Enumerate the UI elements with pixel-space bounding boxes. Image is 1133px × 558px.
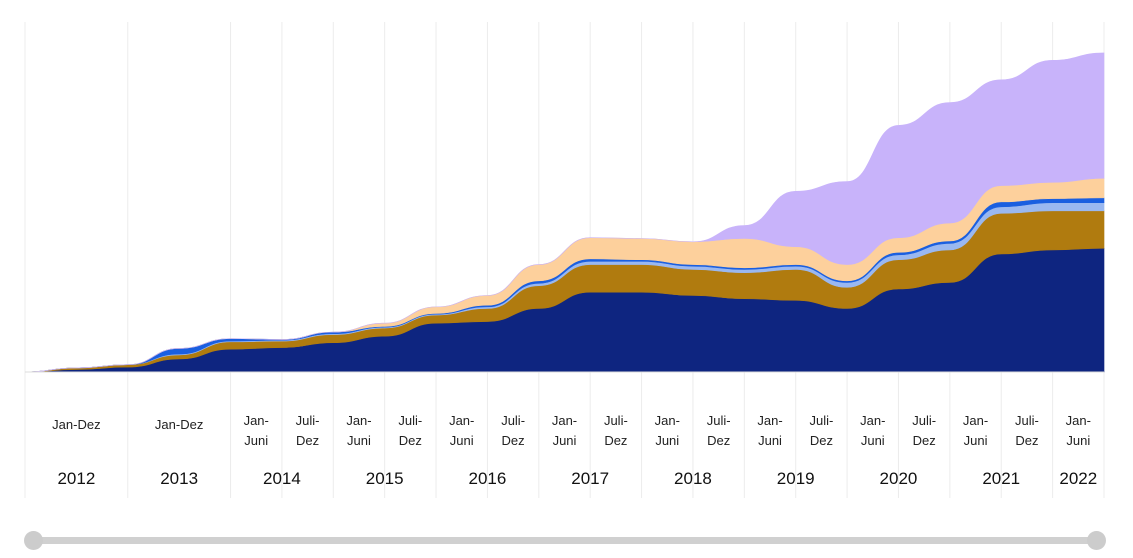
period-label-line1: Juli- <box>707 413 731 428</box>
period-label-line1: Juli- <box>1015 413 1039 428</box>
year-label: 2012 <box>57 469 95 488</box>
period-label-line1: Jan- <box>244 413 269 428</box>
period-label-line2: Juni <box>861 433 885 448</box>
period-label-line1: Jan- <box>757 413 782 428</box>
stacked-area-chart: Jan-Dez Jan-Dez Jan-JuniJuli-DezJan-JuniJu… <box>24 22 1105 498</box>
time-range-slider[interactable] <box>24 530 1106 552</box>
year-label: 2017 <box>571 469 609 488</box>
x-axis-labels: Jan-Dez Jan-Dez Jan-JuniJuli-DezJan-JuniJu… <box>52 413 1097 488</box>
period-label-line1: Juli- <box>501 413 525 428</box>
period-label-line2: Juni <box>758 433 782 448</box>
period-label-line2: Juni <box>655 433 679 448</box>
period-label-line2: Dez <box>1015 433 1038 448</box>
year-label: 2015 <box>366 469 404 488</box>
period-label-line1: Jan- <box>449 413 474 428</box>
area-series-6 <box>24 52 1105 373</box>
period-label-line1: Juli- <box>296 413 320 428</box>
period-label-line2: Juni <box>244 433 268 448</box>
slider-handle-end[interactable] <box>1087 531 1106 550</box>
period-label-line2: Dez <box>707 433 730 448</box>
period-label-line2: Dez <box>810 433 833 448</box>
year-label: 2013 <box>160 469 198 488</box>
period-label-line1: Jan- <box>655 413 680 428</box>
period-label-line2: Juni <box>450 433 474 448</box>
year-label: 2014 <box>263 469 301 488</box>
period-label-line2: Juni <box>964 433 988 448</box>
slider-handle-start[interactable] <box>24 531 43 550</box>
period-label-line1: Juli- <box>809 413 833 428</box>
period-label-line1: Jan- <box>552 413 577 428</box>
period-label-line1: Jan- <box>1066 413 1091 428</box>
period-label-line1: Jan- <box>860 413 885 428</box>
period-label-line1: Juli- <box>912 413 936 428</box>
year-label: 2016 <box>469 469 507 488</box>
period-label-line2: Dez <box>604 433 627 448</box>
area-series-group <box>24 52 1105 373</box>
period-label-line2: Dez <box>502 433 525 448</box>
period-label-line1: Jan- <box>346 413 371 428</box>
period-label-line2: Juni <box>1066 433 1090 448</box>
slider-track[interactable] <box>34 537 1096 544</box>
period-label-line1: Juli- <box>604 413 628 428</box>
period-label-line2: Juni <box>347 433 371 448</box>
year-label: 2019 <box>777 469 815 488</box>
period-label-line2: Juni <box>553 433 577 448</box>
period-label-line2: Dez <box>296 433 319 448</box>
period-label: Jan-Dez <box>155 417 203 432</box>
year-label: 2020 <box>880 469 918 488</box>
period-label-line2: Dez <box>399 433 422 448</box>
period-label: Jan-Dez <box>52 417 100 432</box>
period-label-line2: Dez <box>913 433 936 448</box>
year-label: 2022 <box>1059 469 1097 488</box>
year-label: 2018 <box>674 469 712 488</box>
year-label: 2021 <box>982 469 1020 488</box>
period-label-line1: Juli- <box>398 413 422 428</box>
period-label-line1: Jan- <box>963 413 988 428</box>
